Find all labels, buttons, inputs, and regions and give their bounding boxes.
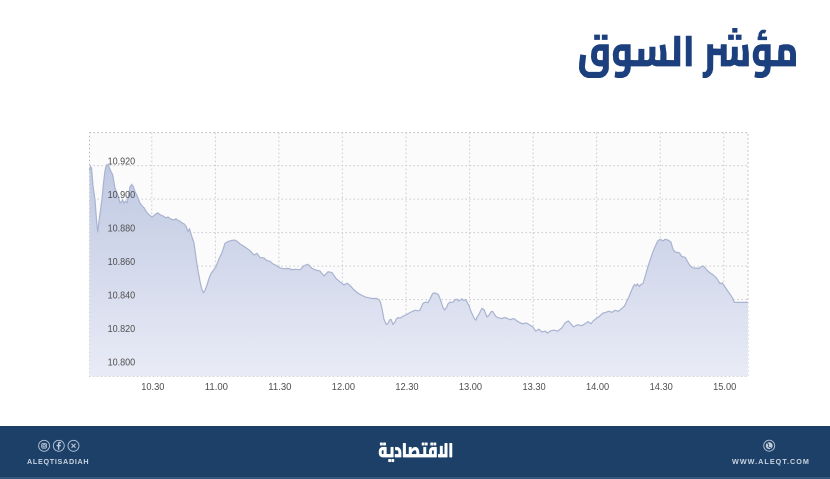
svg-text:13.30: 13.30 <box>523 382 547 393</box>
svg-text:10.920: 10.920 <box>108 157 136 168</box>
svg-text:11.00: 11.00 <box>205 382 229 393</box>
svg-text:10.840: 10.840 <box>108 291 136 302</box>
svg-text:10.880: 10.880 <box>108 224 136 235</box>
svg-text:15.00: 15.00 <box>713 382 737 393</box>
svg-text:ALEQTISADIAH: ALEQTISADIAH <box>27 457 89 466</box>
svg-text:11.30: 11.30 <box>268 382 292 393</box>
svg-text:10.800: 10.800 <box>108 358 136 369</box>
svg-text:10.860: 10.860 <box>108 257 136 268</box>
svg-text:10.900: 10.900 <box>108 190 136 201</box>
svg-text:10.820: 10.820 <box>108 324 136 335</box>
svg-text:10.30: 10.30 <box>141 382 165 393</box>
svg-text:14.30: 14.30 <box>650 382 674 393</box>
svg-text:13.00: 13.00 <box>459 382 483 393</box>
svg-text:12.00: 12.00 <box>332 382 356 393</box>
svg-text:12.30: 12.30 <box>395 382 419 393</box>
svg-text:14.00: 14.00 <box>586 382 610 393</box>
svg-text:WWW.ALEQT.COM: WWW.ALEQT.COM <box>732 457 810 466</box>
